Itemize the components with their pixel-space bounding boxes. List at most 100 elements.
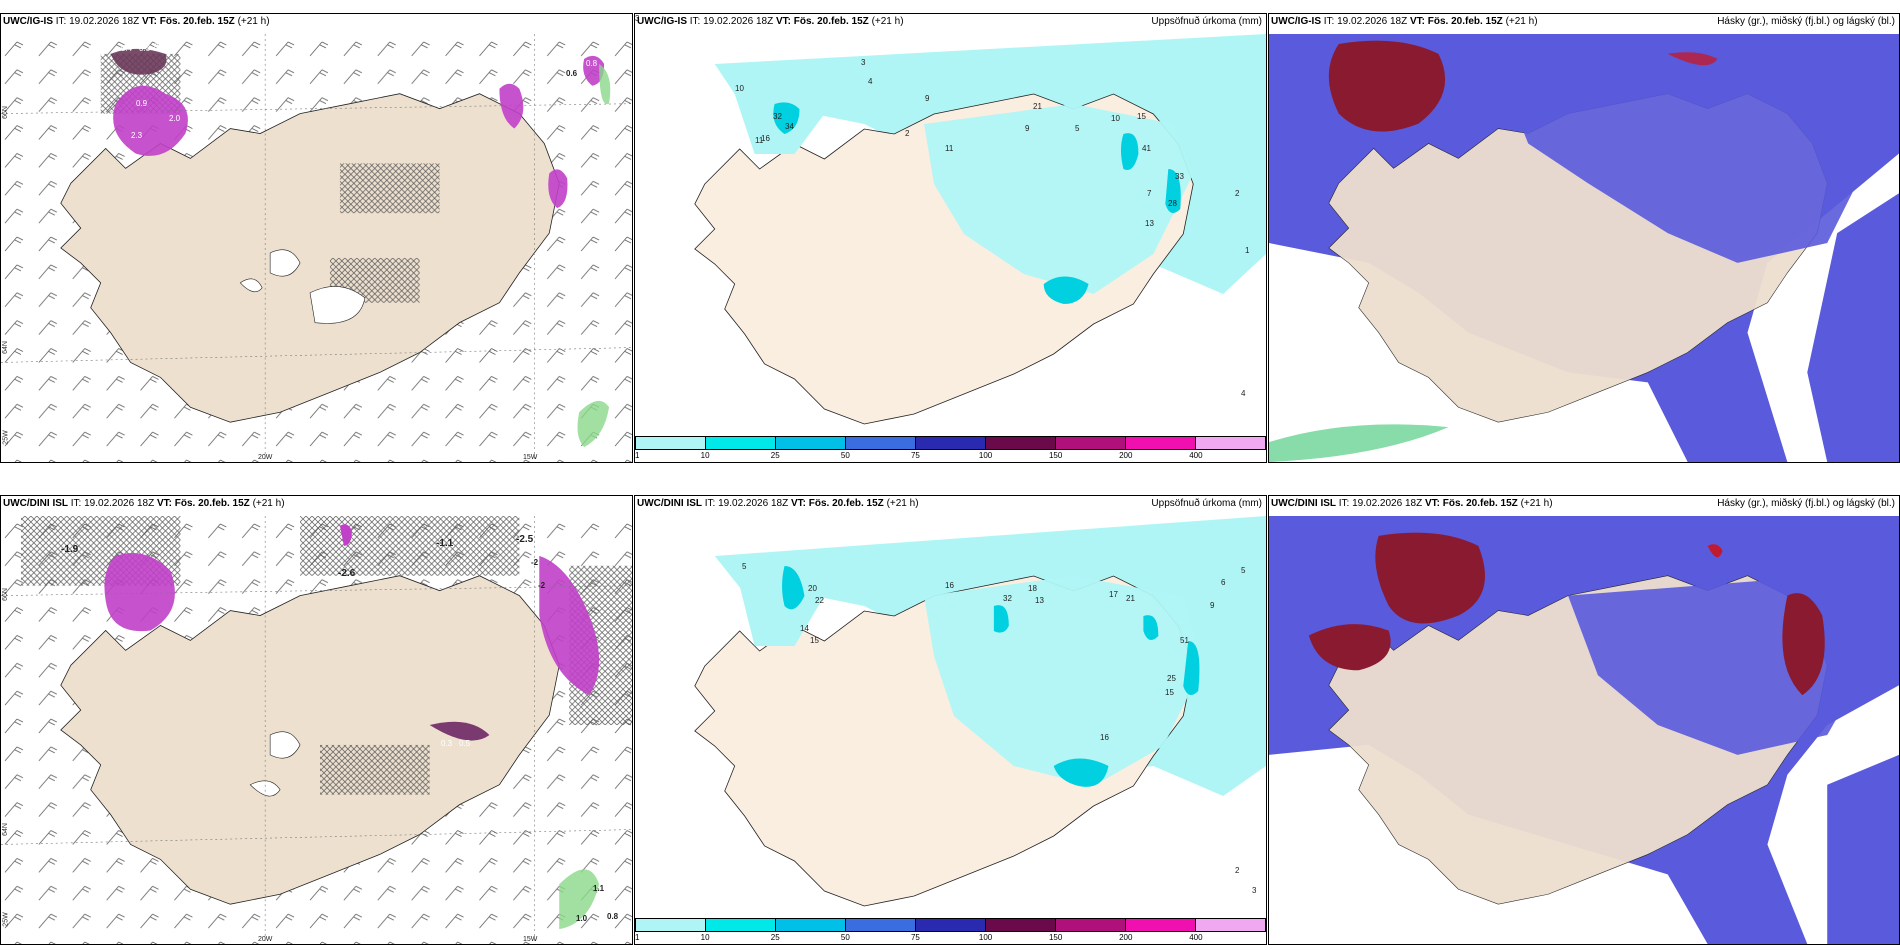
lon-label: 15W	[523, 454, 538, 461]
precip-value: 25	[1167, 674, 1176, 683]
colorbar-tick: 150	[1048, 933, 1063, 942]
lon-label: 20W	[258, 454, 273, 461]
colorbar-swatch	[1126, 437, 1196, 449]
lon-label: 25W	[2, 912, 10, 927]
colorbar-swatch	[986, 919, 1056, 931]
wind-label: -2	[538, 581, 546, 590]
lon-label: 20W	[258, 936, 273, 943]
precip-value: 7	[1147, 189, 1152, 198]
colorbar-tick: 1	[635, 451, 640, 460]
wind-label: 2.0	[169, 114, 181, 123]
colorbar-tick: 75	[910, 933, 920, 942]
panel-title: UWC/IG-IS IT: 19.02.2026 18Z VT: Fös. 20…	[637, 16, 904, 27]
precip-map	[635, 34, 1266, 434]
precip-title: Uppsöfnuð úrkoma (mm)	[1151, 498, 1262, 509]
panel-title: UWC/IG-IS IT: 19.02.2026 18Z VT: Fös. 20…	[1271, 16, 1538, 27]
precip-map-panel-bottom: UWC/DINI ISL IT: 19.02.2026 18Z VT: Fös.…	[634, 495, 1267, 945]
precip-value: 15	[810, 636, 819, 645]
precip-value: 16	[1100, 733, 1109, 742]
colorbar-tick: 100	[978, 933, 993, 942]
precip-value: 21	[1033, 102, 1042, 111]
colorbar-swatch	[1196, 437, 1265, 449]
precip-value: 28	[1168, 199, 1177, 208]
precip-value: 3	[861, 58, 866, 67]
wind-label: -2	[531, 558, 539, 567]
precip-value: 32	[1003, 594, 1012, 603]
colorbar-swatch	[916, 919, 986, 931]
wind-label: -2.5	[516, 534, 534, 545]
precip-value: 34	[785, 122, 794, 131]
colorbar-tick: 10	[700, 451, 710, 460]
lat-label: 64N	[1, 823, 9, 836]
colorbar-swatch	[1196, 919, 1265, 931]
wind-label: 1.0	[576, 914, 588, 923]
precip-value: 5	[1241, 566, 1246, 575]
wind-map-panel-bottom: UWC/DINI ISL IT: 19.02.2026 18Z VT: Fös.…	[0, 495, 633, 945]
colorbar-tick: 150	[1048, 451, 1063, 460]
cloud-map-panel-top: UWC/IG-IS IT: 19.02.2026 18Z VT: Fös. 20…	[1268, 13, 1900, 463]
colorbar-swatch	[986, 437, 1056, 449]
wind-map	[1, 516, 632, 944]
precip-value: 2	[905, 129, 910, 138]
precip-value: 13	[1145, 219, 1154, 228]
precip-value: 3	[635, 14, 640, 23]
colorbar-swatch	[916, 437, 986, 449]
colorbar-swatch	[1056, 919, 1126, 931]
wind-label: 0.8	[586, 59, 598, 68]
colorbar-swatch	[706, 919, 776, 931]
colorbar-tick: 10	[700, 933, 710, 942]
cloud-title: Hásky (gr.), miðský (fj.bl.) og lágský (…	[1717, 498, 1895, 509]
precip-value: 33	[1175, 172, 1184, 181]
wind-map-panel-top: UWC/IG-IS IT: 19.02.2026 18Z VT: Fös. 20…	[0, 13, 633, 463]
colorbar-tick: 1	[635, 933, 640, 942]
cloud-map-panel-bottom: UWC/DINI ISL IT: 19.02.2026 18Z VT: Fös.…	[1268, 495, 1900, 945]
wind-label: 0.3	[441, 739, 453, 748]
precip-value: 2	[1235, 866, 1240, 875]
colorbar-tick: 50	[840, 451, 850, 460]
colorbar-swatch	[1056, 437, 1126, 449]
colorbar-tick: 25	[770, 933, 780, 942]
colorbar-swatch	[846, 919, 916, 931]
precip-value: 16	[761, 134, 770, 143]
precip-value: 11	[945, 144, 954, 153]
colorbar-tick: 25	[770, 451, 780, 460]
wind-label: 2.3	[131, 131, 143, 140]
panel-title: UWC/DINI ISL IT: 19.02.2026 18Z VT: Fös.…	[3, 498, 285, 509]
precip-map-panel-top: UWC/IG-IS IT: 19.02.2026 18Z VT: Fös. 20…	[634, 13, 1267, 463]
colorbar-tick: 100	[978, 451, 993, 460]
precip-value: 3	[1252, 886, 1257, 895]
precip-value: 6	[1221, 578, 1226, 587]
wind-label: 0.9	[136, 99, 148, 108]
precip-value: 9	[1025, 124, 1030, 133]
precip-value: 32	[773, 112, 782, 121]
precip-value: 15	[1165, 688, 1174, 697]
wind-label: -1.9	[61, 544, 79, 555]
precip-title: Uppsöfnuð úrkoma (mm)	[1151, 16, 1262, 27]
wind-map	[1, 34, 632, 462]
precip-value: 11	[755, 136, 764, 145]
colorbar-tick: 50	[840, 933, 850, 942]
wind-label: -1.1	[436, 538, 454, 549]
lon-label: 15W	[523, 936, 538, 943]
precip-value: 20	[808, 584, 817, 593]
colorbar-swatch	[776, 919, 846, 931]
colorbar-tick: 400	[1189, 933, 1203, 942]
wind-label: 0.8	[607, 912, 619, 921]
precip-value: 22	[815, 596, 824, 605]
wind-label: 0.5	[459, 739, 471, 748]
precip-value: 16	[945, 581, 954, 590]
precip-value: 4	[1241, 389, 1246, 398]
precip-value: 9	[925, 94, 930, 103]
precip-value: 21	[1126, 594, 1135, 603]
precip-value: 2	[1235, 189, 1240, 198]
cloud-map	[1269, 516, 1899, 944]
precip-value: 13	[1035, 596, 1044, 605]
wind-label: 0.4	[121, 44, 133, 53]
wind-label: -2.6	[338, 568, 356, 579]
precip-value: 41	[1142, 144, 1151, 153]
precip-value: 10	[735, 84, 744, 93]
precip-value: 14	[800, 624, 809, 633]
colorbar-swatch	[846, 437, 916, 449]
cloud-map	[1269, 34, 1899, 462]
cloud-title: Hásky (gr.), miðský (fj.bl.) og lágský (…	[1717, 16, 1895, 27]
